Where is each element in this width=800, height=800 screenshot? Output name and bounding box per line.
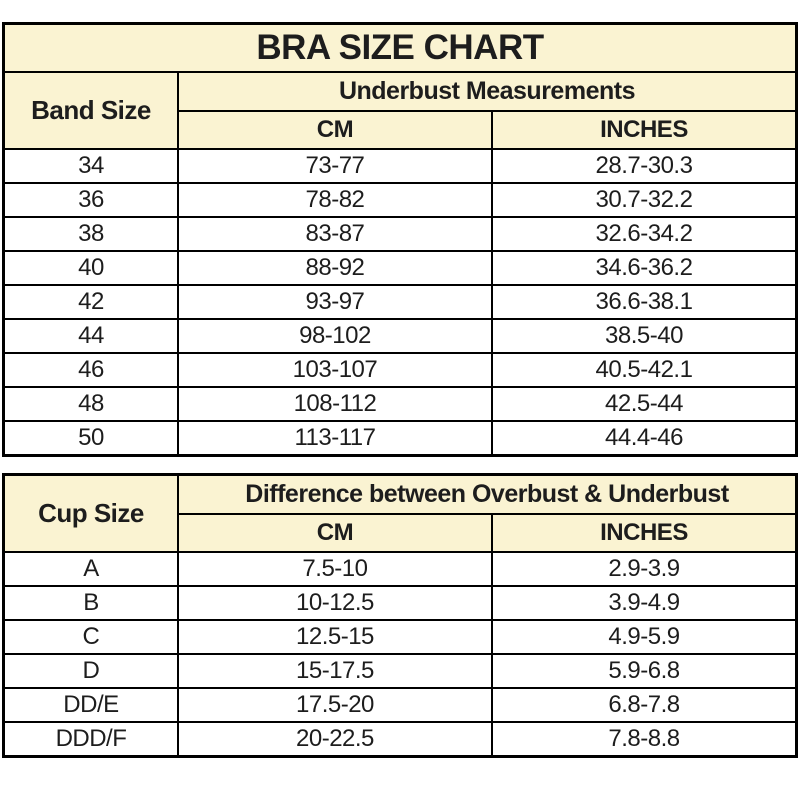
table-row: DD/E 17.5-20 6.8-7.8 [2,687,798,723]
table-cell: B [2,585,179,621]
table-row: A 7.5-10 2.9-3.9 [2,551,798,587]
table-cell: 30.7-32.2 [490,182,798,218]
table-cell: 78-82 [176,182,493,218]
table-row: 38 83-87 32.6-34.2 [2,216,798,252]
table-cell: 2.9-3.9 [490,551,798,587]
table-cell: 98-102 [176,318,493,354]
table-row: B 10-12.5 3.9-4.9 [2,585,798,621]
cup-inches-header: INCHES [490,513,798,553]
table-cell: C [2,619,179,655]
table-cell: 36 [2,182,179,218]
table-cell: 42 [2,284,179,320]
table-cell: 7.8-8.8 [490,721,798,758]
table-row: 44 98-102 38.5-40 [2,318,798,354]
table-cell: 34.6-36.2 [490,250,798,286]
table-gap [2,457,798,473]
cup-size-column-header: Cup Size [2,473,179,553]
band-size-table: BRA SIZE CHART Band Size Underbust Measu… [2,22,798,457]
chart-title-row: BRA SIZE CHART [2,22,798,73]
table-cell: 50 [2,420,179,457]
table-cell: 108-112 [176,386,493,422]
table-row: C 12.5-15 4.9-5.9 [2,619,798,655]
table-cell: 93-97 [176,284,493,320]
underbust-measurements-header: Underbust Measurements [176,71,798,112]
table-cell: A [2,551,179,587]
table-cell: 20-22.5 [176,721,493,758]
difference-overbust-underbust-header: Difference between Overbust & Underbust [176,473,798,515]
table-cell: 3.9-4.9 [490,585,798,621]
band-group-header-row: Band Size Underbust Measurements [2,71,798,150]
table-row: 40 88-92 34.6-36.2 [2,250,798,286]
band-cm-header: CM [176,110,493,150]
table-cell: 15-17.5 [176,653,493,689]
band-size-table-body: 34 73-77 28.7-30.3 36 78-82 30.7-32.2 38 83-87 3… [2,148,798,457]
cup-group-header-row: Cup Size Difference between Overbust & U… [2,473,798,553]
table-cell: 40.5-42.1 [490,352,798,388]
band-inches-header: INCHES [490,110,798,150]
table-row: 50 113-117 44.4-46 [2,420,798,457]
table-cell: 32.6-34.2 [490,216,798,252]
table-cell: 36.6-38.1 [490,284,798,320]
table-cell: 7.5-10 [176,551,493,587]
table-cell: 10-12.5 [176,585,493,621]
table-cell: 83-87 [176,216,493,252]
cup-size-table-body: A 7.5-10 2.9-3.9 B 10-12.5 3.9-4.9 C 12.5-15 4.9… [2,551,798,758]
table-cell: 6.8-7.8 [490,687,798,723]
table-cell: 44.4-46 [490,420,798,457]
table-row: DDD/F 20-22.5 7.8-8.8 [2,721,798,758]
band-size-column-header: Band Size [2,71,179,150]
cup-subheader-row: CM INCHES [4,513,798,553]
table-cell: 17.5-20 [176,687,493,723]
table-cell: DDD/F [2,721,179,758]
table-cell: D [2,653,179,689]
band-subheader-row: CM INCHES [4,110,798,150]
table-row: 36 78-82 30.7-32.2 [2,182,798,218]
table-cell: DD/E [2,687,179,723]
table-row: D 15-17.5 5.9-6.8 [2,653,798,689]
table-cell: 12.5-15 [176,619,493,655]
table-row: 34 73-77 28.7-30.3 [2,148,798,184]
table-cell: 5.9-6.8 [490,653,798,689]
table-cell: 73-77 [176,148,493,184]
table-row: 46 103-107 40.5-42.1 [2,352,798,388]
table-cell: 113-117 [176,420,493,457]
table-cell: 28.7-30.3 [490,148,798,184]
table-cell: 48 [2,386,179,422]
page-title: BRA SIZE CHART [2,22,798,73]
table-cell: 42.5-44 [490,386,798,422]
table-cell: 38 [2,216,179,252]
cup-cm-header: CM [176,513,493,553]
table-cell: 103-107 [176,352,493,388]
table-cell: 46 [2,352,179,388]
table-cell: 34 [2,148,179,184]
table-row: 42 93-97 36.6-38.1 [2,284,798,320]
table-row: 48 108-112 42.5-44 [2,386,798,422]
table-cell: 44 [2,318,179,354]
table-cell: 38.5-40 [490,318,798,354]
table-cell: 4.9-5.9 [490,619,798,655]
table-cell: 40 [2,250,179,286]
table-cell: 88-92 [176,250,493,286]
cup-size-table: Cup Size Difference between Overbust & U… [2,473,798,758]
